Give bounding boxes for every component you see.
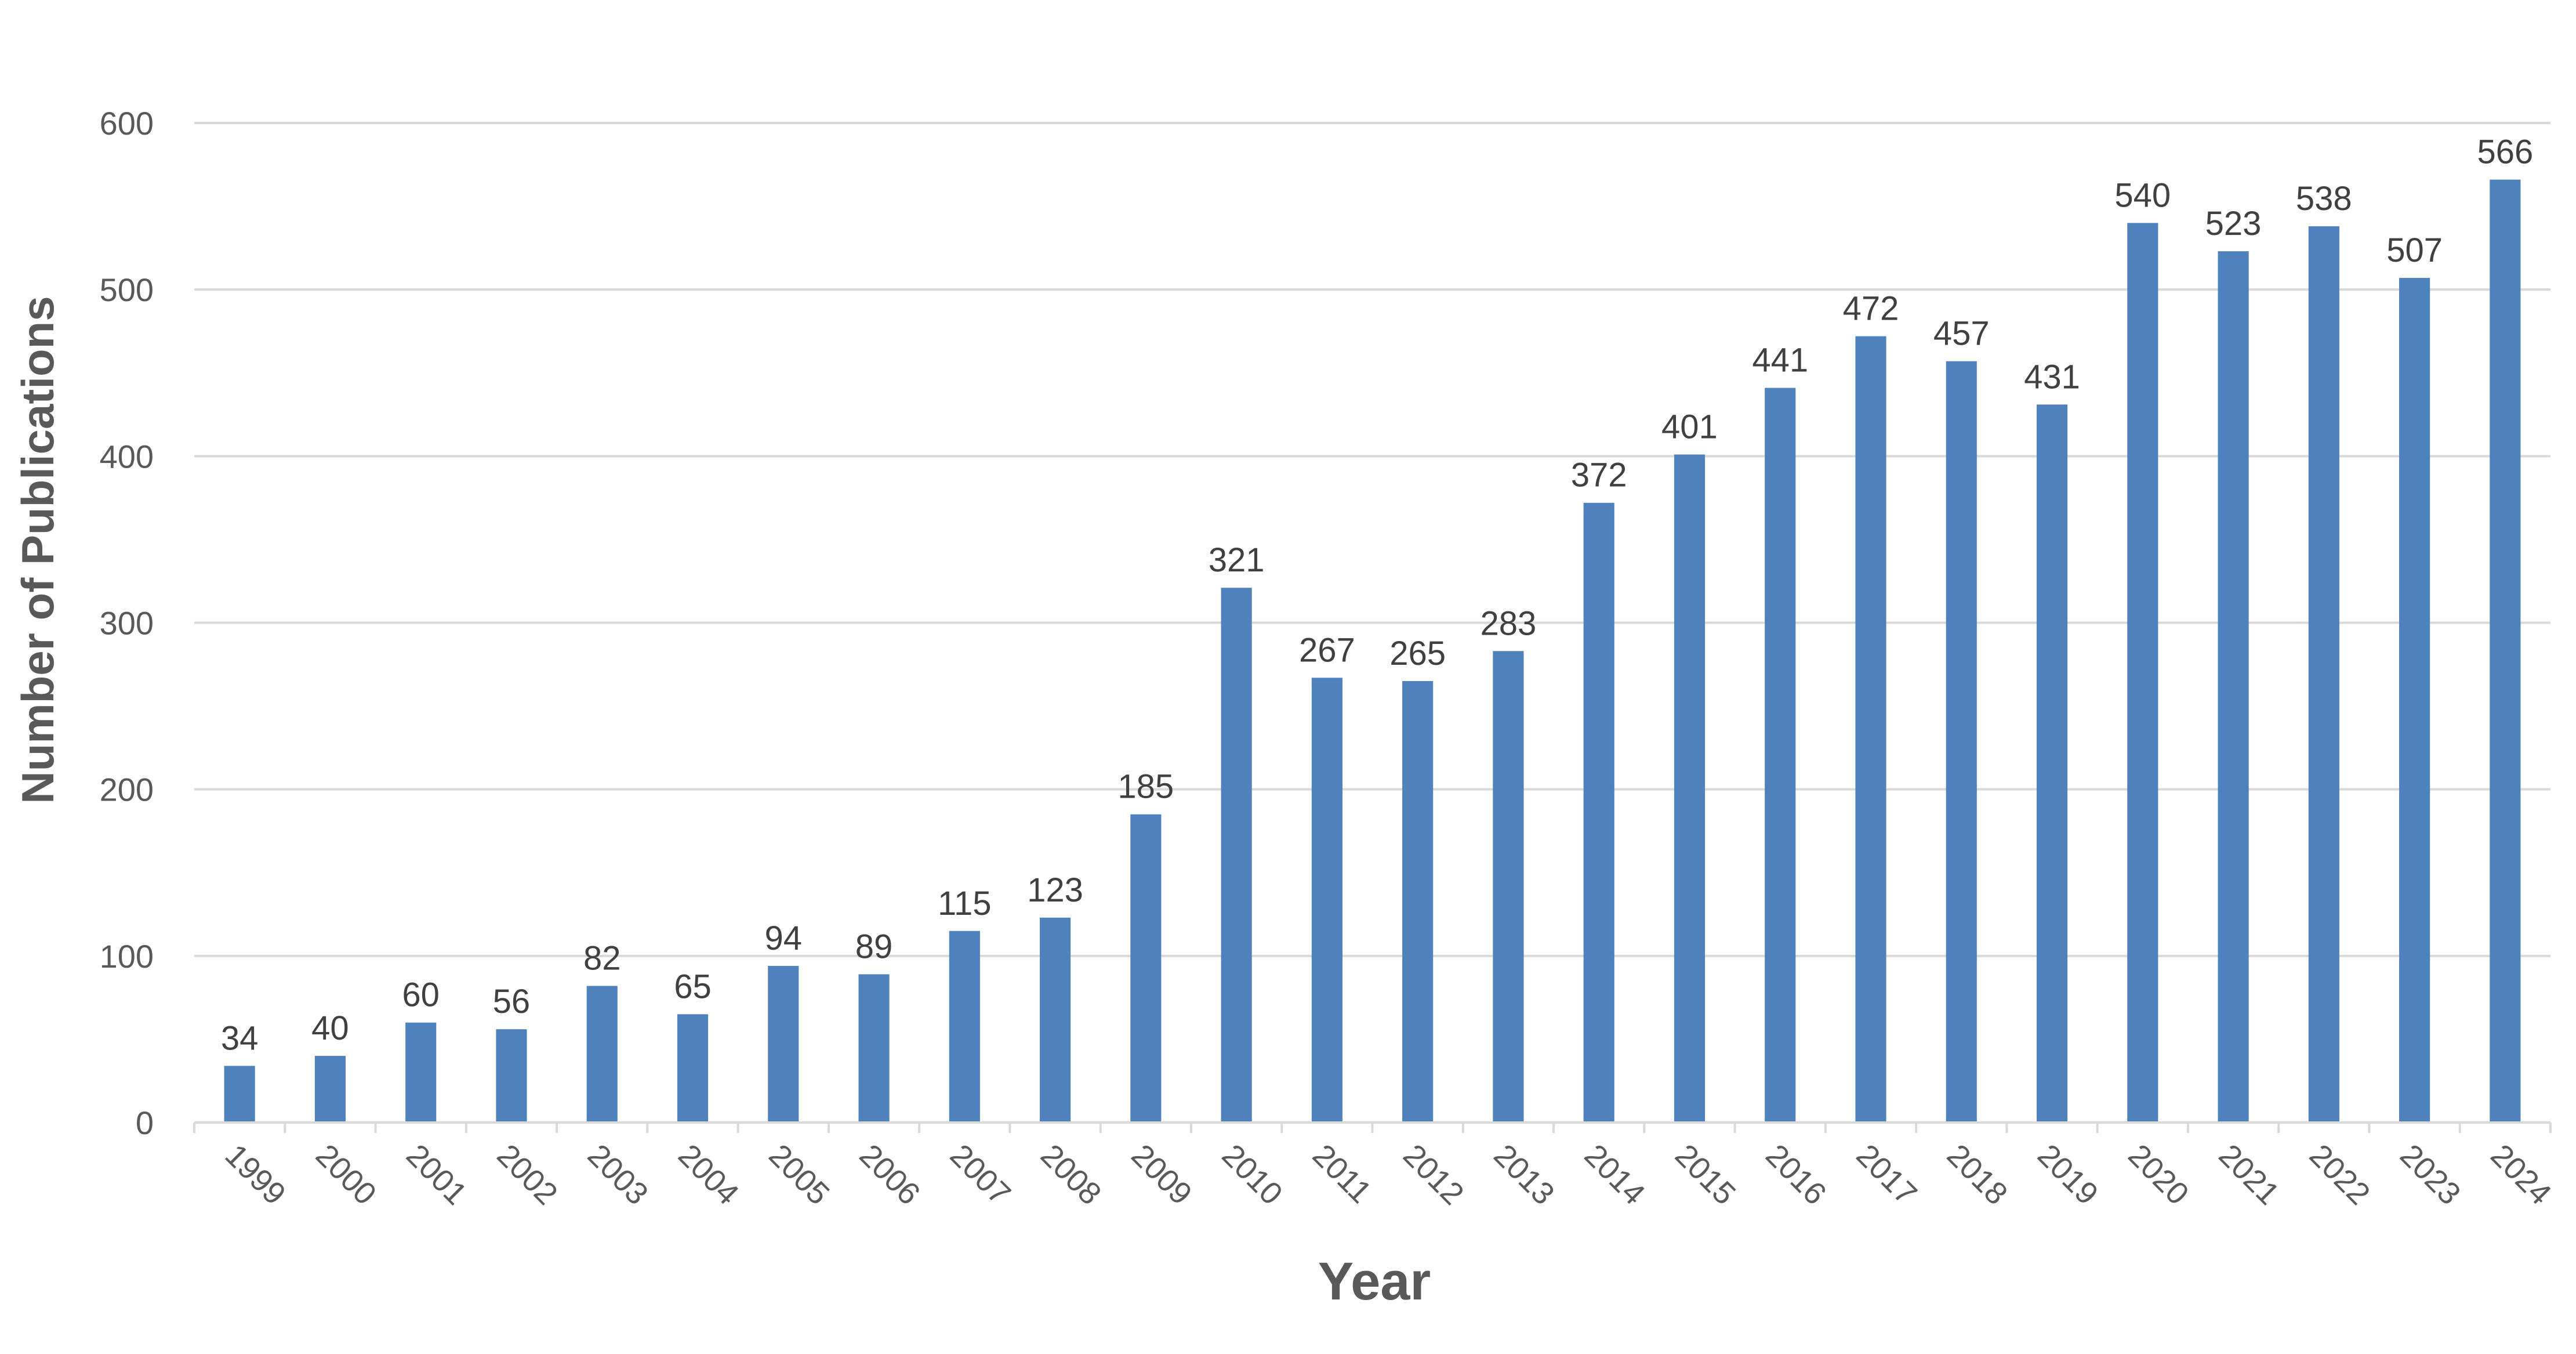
x-tick-label: 2015 (1668, 1138, 1742, 1211)
y-tick-label: 500 (100, 271, 154, 308)
bar (314, 1056, 346, 1123)
data-label: 566 (2477, 133, 2533, 171)
x-tick-label: 2010 (1216, 1138, 1289, 1211)
bar (949, 931, 980, 1123)
bar (2036, 404, 2068, 1123)
bar (1493, 651, 1524, 1123)
bar (2127, 223, 2158, 1123)
bar (677, 1014, 709, 1123)
bar (2218, 251, 2249, 1123)
bar (1130, 814, 1162, 1123)
bar (1221, 588, 1252, 1123)
data-label: 94 (764, 919, 802, 957)
bar (1855, 336, 1886, 1123)
bar (1311, 678, 1343, 1123)
x-axis-title: Year (1318, 1252, 1431, 1311)
data-label: 40 (311, 1009, 349, 1047)
x-tick-label: 2022 (2303, 1138, 2377, 1211)
data-label: 401 (1661, 408, 1718, 446)
bar (1583, 502, 1614, 1123)
data-label: 56 (493, 983, 531, 1020)
data-label: 538 (2296, 180, 2352, 218)
x-tick-label: 2004 (672, 1138, 745, 1211)
x-tick-label: 1999 (219, 1138, 292, 1211)
data-label: 89 (855, 928, 893, 965)
bar (1402, 681, 1434, 1123)
x-tick-label: 2017 (1849, 1138, 1923, 1211)
x-tick-label: 2001 (400, 1138, 473, 1211)
data-label: 185 (1118, 768, 1174, 806)
bar (2308, 226, 2339, 1123)
bar (1039, 917, 1071, 1123)
bar (858, 974, 890, 1123)
data-label: 267 (1299, 631, 1355, 669)
data-label: 457 (1933, 315, 1990, 353)
data-label: 82 (583, 940, 621, 978)
y-tick-label: 200 (100, 772, 154, 808)
data-labels: 34 40 60 56 82 65 94 89 115 123 185 321 267 265 283 372… (221, 133, 2533, 1058)
y-tick-label: 100 (100, 938, 154, 975)
bar (1674, 454, 1706, 1123)
data-label: 523 (2205, 205, 2262, 242)
x-tick-label: 2014 (1578, 1138, 1652, 1211)
bars (224, 179, 2521, 1123)
x-tick-label: 2000 (309, 1138, 383, 1211)
data-label: 283 (1481, 604, 1537, 642)
x-tick-label: 2006 (853, 1138, 927, 1211)
x-tick-label: 2018 (1940, 1138, 2014, 1211)
data-label: 65 (674, 968, 712, 1005)
y-tick-label: 600 (100, 105, 154, 142)
x-tick-label: 2003 (581, 1138, 655, 1211)
data-label: 34 (221, 1019, 259, 1057)
data-label: 265 (1389, 635, 1446, 672)
bar (496, 1029, 527, 1123)
x-tick-label: 2016 (1759, 1138, 1833, 1211)
bar (1946, 361, 1977, 1123)
x-tick-label: 2011 (1306, 1138, 1378, 1210)
data-label: 431 (2024, 358, 2080, 396)
x-axis-tick-labels: 1999 2000 2001 2002 2003 2004 2005 2006 2007 2008… (219, 1138, 2558, 1211)
data-label: 123 (1027, 871, 1083, 909)
x-tick-label: 2019 (2031, 1138, 2105, 1211)
bar (224, 1066, 255, 1123)
y-axis-title: Number of Publications (12, 296, 63, 803)
data-label: 321 (1209, 541, 1265, 579)
y-tick-label: 0 (136, 1105, 154, 1141)
data-label: 60 (402, 976, 440, 1014)
data-label: 472 (1843, 290, 1899, 328)
data-label: 507 (2386, 231, 2443, 269)
gridlines (194, 122, 2550, 957)
x-tick-label: 2008 (1034, 1138, 1108, 1211)
bar (768, 966, 799, 1123)
data-label: 115 (938, 885, 991, 922)
data-label: 441 (1752, 342, 1808, 379)
x-tick-label: 2012 (1396, 1138, 1470, 1211)
y-tick-label: 300 (100, 605, 154, 642)
data-label: 372 (1571, 457, 1627, 494)
x-tick-label: 2009 (1124, 1138, 1198, 1211)
x-tick-label: 2002 (490, 1138, 564, 1211)
bar (405, 1022, 437, 1123)
x-tick-label: 2020 (2121, 1138, 2195, 1211)
y-axis-tick-labels: 0 100 200 300 400 500 600 (100, 105, 154, 1141)
x-tick-label: 2023 (2393, 1138, 2467, 1211)
data-label: 540 (2114, 176, 2171, 214)
bar (586, 986, 618, 1123)
x-tick-label: 2013 (1487, 1138, 1561, 1211)
x-tick-label: 2007 (944, 1138, 1017, 1211)
x-tick-label: 2021 (2212, 1138, 2286, 1211)
x-tick-label: 2024 (2484, 1138, 2557, 1211)
y-tick-label: 400 (100, 438, 154, 475)
x-tick-label: 2005 (762, 1138, 836, 1211)
x-axis (193, 1121, 2552, 1133)
bar (1765, 388, 1796, 1123)
bar (2490, 179, 2521, 1123)
bar (2399, 278, 2430, 1123)
